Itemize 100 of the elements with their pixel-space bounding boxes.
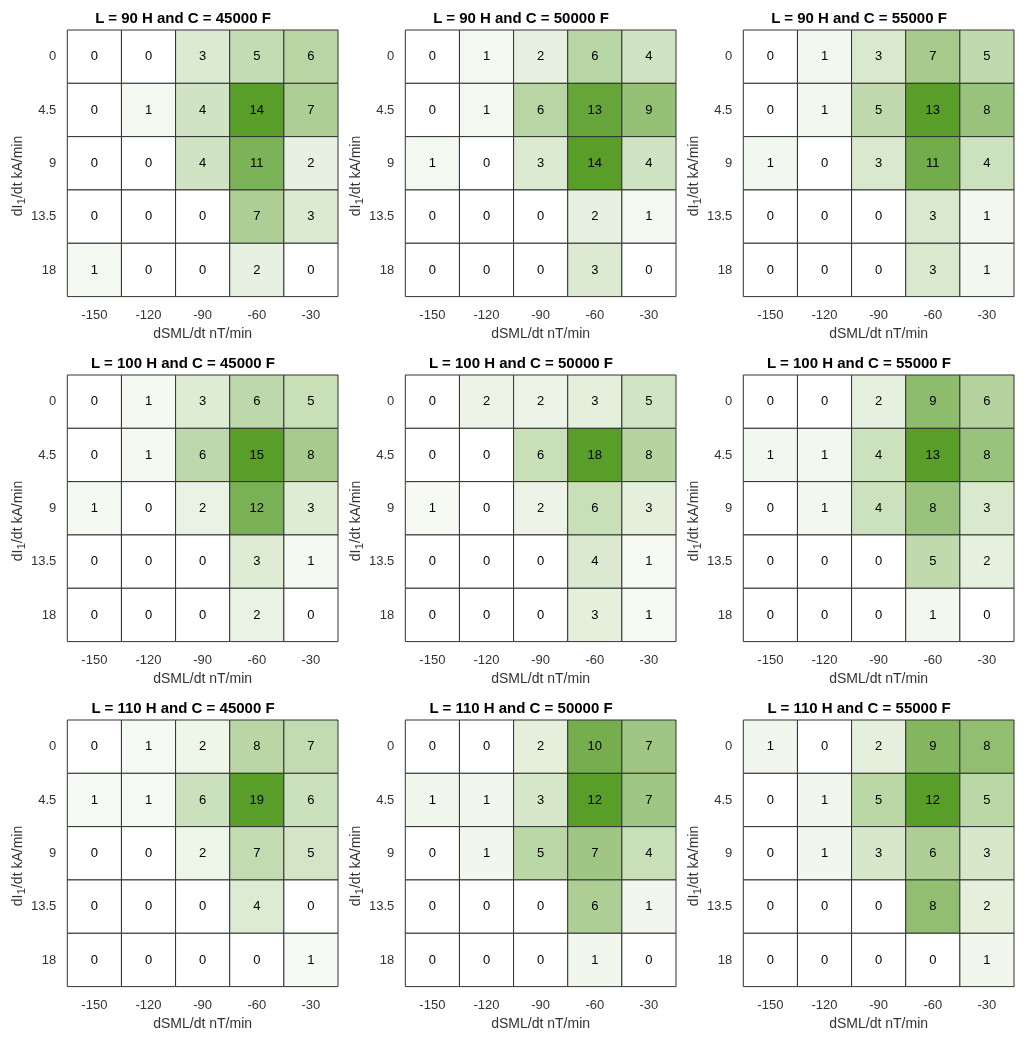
data-label: 0 bbox=[766, 101, 774, 117]
data-label: 0 bbox=[983, 606, 991, 622]
data-label: 0 bbox=[766, 499, 774, 515]
data-label: 0 bbox=[766, 261, 774, 277]
data-label: 0 bbox=[482, 261, 491, 277]
y-tick-label: 13.5 bbox=[706, 553, 733, 569]
data-label: 0 bbox=[766, 208, 774, 224]
data-label: 0 bbox=[482, 606, 491, 622]
y-tick-label: 13.5 bbox=[706, 898, 733, 914]
data-label: 4 bbox=[645, 48, 653, 64]
data-label: 3 bbox=[875, 844, 883, 860]
x-tick-label: -120 bbox=[473, 651, 500, 667]
data-label: 0 bbox=[875, 553, 883, 569]
x-tick-label: -150 bbox=[81, 996, 108, 1012]
y-tick-label: 9 bbox=[387, 154, 395, 170]
data-label: 0 bbox=[820, 261, 829, 277]
y-tick-label: 18 bbox=[379, 261, 395, 277]
data-label: 3 bbox=[929, 208, 937, 224]
x-tick-label: -90 bbox=[869, 651, 889, 667]
data-label: 0 bbox=[90, 844, 98, 860]
data-label: 0 bbox=[428, 606, 436, 622]
y-tick-label: 0 bbox=[725, 48, 733, 64]
data-label: 5 bbox=[307, 393, 315, 409]
data-label: 0 bbox=[482, 898, 491, 914]
data-label: 6 bbox=[929, 844, 937, 860]
y-tick-label: 9 bbox=[725, 844, 733, 860]
data-label: 8 bbox=[929, 898, 937, 914]
data-label: 8 bbox=[983, 446, 991, 462]
data-label: 0 bbox=[482, 499, 491, 515]
data-label: 6 bbox=[199, 791, 207, 807]
x-tick-label: -90 bbox=[193, 306, 213, 322]
data-label: 6 bbox=[307, 791, 315, 807]
data-label: 7 bbox=[645, 738, 653, 754]
data-label: 2 bbox=[199, 844, 207, 860]
data-label: 0 bbox=[820, 738, 829, 754]
data-label: 0 bbox=[537, 606, 545, 622]
data-label: 0 bbox=[875, 951, 883, 967]
x-tick-label: -120 bbox=[473, 306, 500, 322]
data-label: 2 bbox=[199, 738, 207, 754]
data-label: 0 bbox=[875, 898, 883, 914]
data-label: 0 bbox=[929, 951, 937, 967]
data-label: 2 bbox=[875, 393, 883, 409]
data-label: 2 bbox=[983, 553, 991, 569]
data-label: 1 bbox=[820, 446, 829, 462]
data-label: 4 bbox=[983, 154, 991, 170]
data-label: 0 bbox=[144, 553, 153, 569]
x-tick-label: -150 bbox=[757, 996, 784, 1012]
y-tick-label: 13.5 bbox=[368, 898, 395, 914]
data-label: 7 bbox=[253, 208, 261, 224]
data-label: 1 bbox=[645, 208, 653, 224]
y-tick-label: 13.5 bbox=[30, 553, 57, 569]
y-tick-label: 4.5 bbox=[714, 101, 733, 117]
data-label: 4 bbox=[591, 553, 599, 569]
data-label: 14 bbox=[249, 101, 265, 117]
x-axis-title: dSML/dt nT/min bbox=[491, 670, 591, 687]
data-label: 0 bbox=[766, 951, 774, 967]
data-label: 11 bbox=[250, 154, 264, 170]
chart-title: L = 100 H and C = 55000 F bbox=[767, 354, 951, 372]
y-tick-label: 9 bbox=[725, 154, 733, 170]
data-label: 2 bbox=[307, 154, 315, 170]
data-label: 5 bbox=[645, 393, 653, 409]
data-label: 8 bbox=[983, 101, 991, 117]
chart-title: L = 100 H and C = 50000 F bbox=[429, 354, 613, 372]
data-label: 4 bbox=[199, 154, 207, 170]
data-label: 0 bbox=[90, 446, 98, 462]
x-tick-label: -90 bbox=[193, 651, 213, 667]
x-tick-label: -30 bbox=[639, 996, 659, 1012]
data-label: 3 bbox=[591, 606, 599, 622]
data-label: 3 bbox=[307, 208, 315, 224]
data-label: 1 bbox=[766, 154, 774, 170]
data-label: 1 bbox=[983, 208, 991, 224]
data-label: 0 bbox=[90, 553, 98, 569]
data-label: 0 bbox=[428, 261, 436, 277]
chart-title: L = 90 H and C = 55000 F bbox=[771, 9, 947, 27]
y-tick-label: 9 bbox=[387, 844, 395, 860]
data-label: 3 bbox=[199, 48, 207, 64]
data-label: 0 bbox=[90, 606, 98, 622]
data-label: 0 bbox=[766, 898, 774, 914]
data-label: 0 bbox=[428, 553, 436, 569]
y-tick-label: 4.5 bbox=[714, 791, 733, 807]
x-tick-label: -120 bbox=[135, 996, 162, 1012]
x-tick-label: -120 bbox=[473, 996, 500, 1012]
x-tick-label: -60 bbox=[923, 651, 943, 667]
x-tick-label: -120 bbox=[811, 651, 838, 667]
data-label: 0 bbox=[428, 446, 436, 462]
data-label: 0 bbox=[766, 844, 774, 860]
data-label: 0 bbox=[875, 208, 883, 224]
data-label: 2 bbox=[537, 48, 545, 64]
data-label: 1 bbox=[482, 844, 491, 860]
data-label: 3 bbox=[591, 393, 599, 409]
data-label: 2 bbox=[482, 393, 491, 409]
data-label: 0 bbox=[820, 154, 829, 170]
data-label: 8 bbox=[645, 446, 653, 462]
data-label: 1 bbox=[90, 499, 98, 515]
data-label: 9 bbox=[645, 101, 653, 117]
data-label: 3 bbox=[875, 154, 883, 170]
y-tick-label: 4.5 bbox=[38, 791, 57, 807]
data-label: 0 bbox=[144, 951, 153, 967]
y-tick-label: 4.5 bbox=[376, 101, 395, 117]
y-tick-label: 18 bbox=[717, 261, 733, 277]
